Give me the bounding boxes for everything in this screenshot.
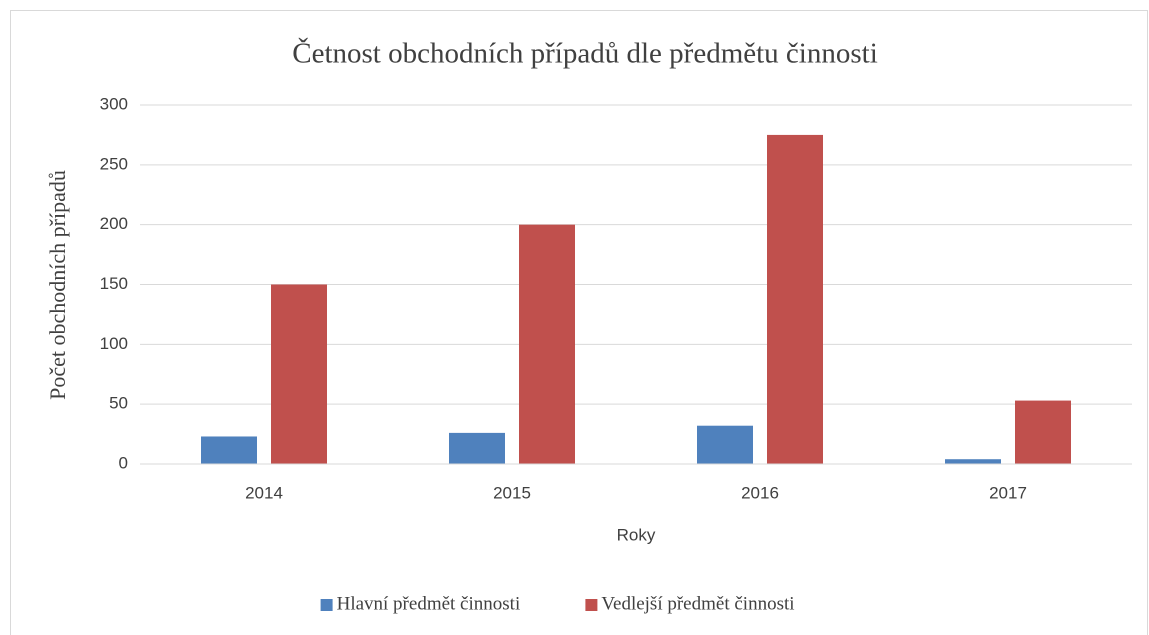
y-tick-label: 300	[100, 94, 128, 113]
x-axis-label: Roky	[617, 525, 656, 544]
x-tick-label: 2016	[741, 483, 779, 502]
chart-title: Četnost obchodních případů dle předmětu …	[292, 37, 878, 70]
y-tick-label: 50	[109, 394, 128, 413]
bar	[945, 459, 1001, 464]
chart-border	[10, 10, 1148, 635]
x-tick-label: 2015	[493, 483, 531, 502]
bar	[449, 432, 505, 464]
y-tick-label: 0	[119, 453, 128, 472]
y-tick-label: 100	[100, 334, 128, 353]
y-tick-label: 200	[100, 214, 128, 233]
y-tick-label: 250	[100, 154, 128, 173]
bar	[271, 284, 327, 464]
bar	[697, 425, 753, 464]
legend-swatch	[320, 599, 333, 611]
bar	[767, 134, 823, 464]
legend-label: Vedlejší předmět činnosti	[601, 593, 794, 614]
y-axis-label: Počet obchodních případů	[45, 170, 70, 400]
x-tick-label: 2017	[989, 483, 1027, 502]
y-tick-label: 150	[100, 274, 128, 293]
legend-label: Hlavní předmět činnosti	[337, 593, 521, 614]
bar	[519, 224, 575, 464]
legend-swatch	[585, 599, 598, 611]
bar	[1015, 400, 1071, 464]
bar	[201, 436, 257, 464]
x-tick-label: 2014	[245, 483, 283, 502]
